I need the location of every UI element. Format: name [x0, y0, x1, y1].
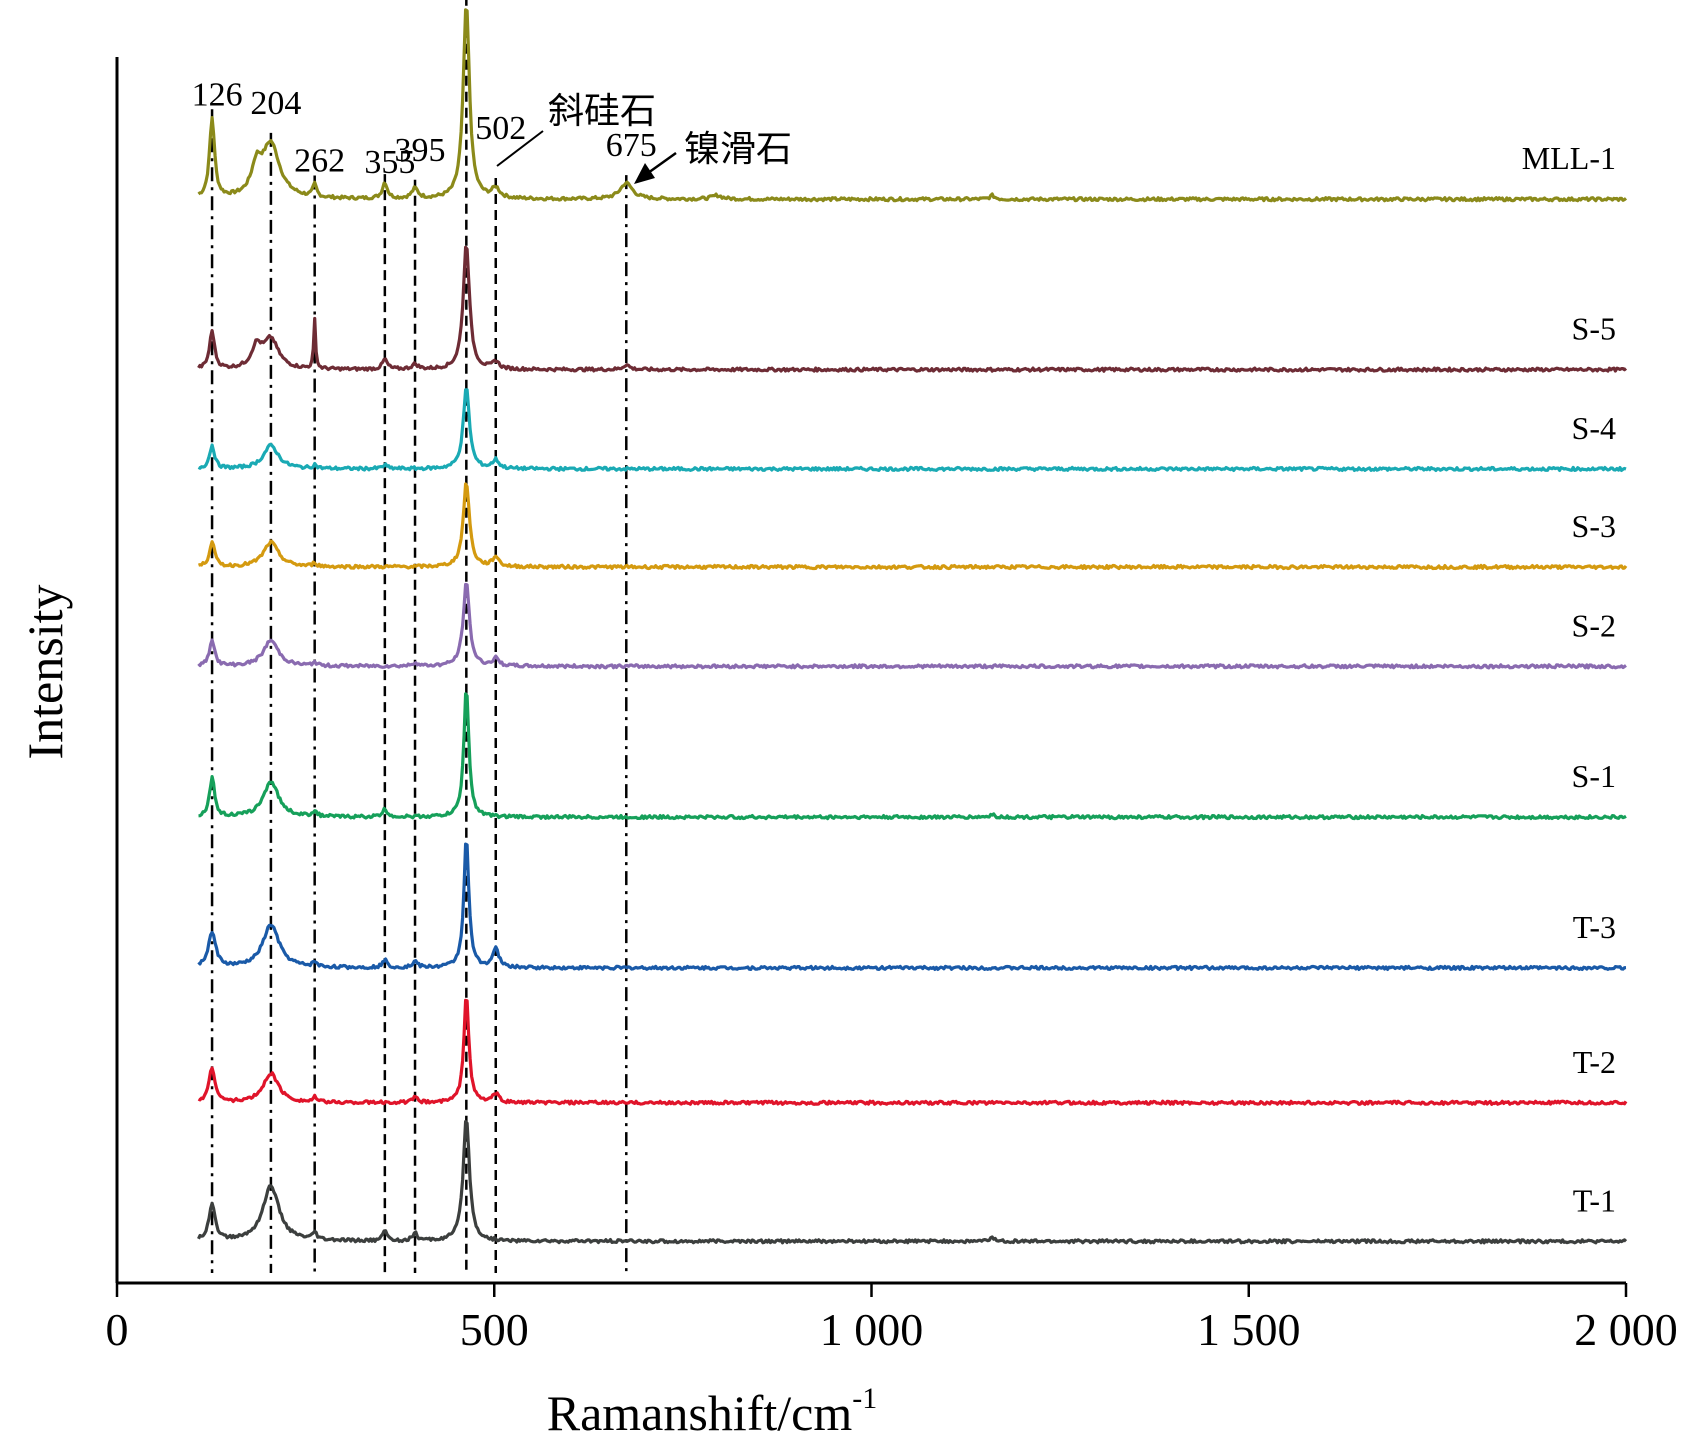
series-label-t-2: T-2 — [1573, 1044, 1616, 1080]
peak-label-675: 675 — [606, 127, 657, 164]
series-label-s-4: S-4 — [1572, 410, 1616, 446]
x-tick-label-1500: 1 500 — [1197, 1304, 1301, 1355]
peak-label-502: 502 — [475, 110, 526, 147]
series-label-t-1: T-1 — [1573, 1182, 1616, 1218]
peak-label-355: 355 — [364, 144, 415, 181]
x-axis-title: Ramanshift/cm-1 — [547, 1382, 878, 1441]
series-line-s-5 — [197, 245, 1628, 373]
series-label-s-1: S-1 — [1572, 758, 1616, 794]
series-line-t-3 — [197, 842, 1627, 971]
series-label-s-2: S-2 — [1572, 607, 1616, 643]
peak-labels: 126204262355395463502675 — [192, 76, 657, 181]
series-label-s-3: S-3 — [1572, 508, 1616, 544]
series-line-s-1 — [198, 692, 1627, 821]
series-line-s-3 — [197, 482, 1628, 571]
x-tick-label-0: 0 — [106, 1304, 129, 1355]
y-axis-title: Intensity — [17, 585, 73, 760]
series-label-s-5: S-5 — [1572, 311, 1616, 347]
x-axis-ticks: 0 500 1 000 1 500 2 000 — [106, 1283, 1678, 1355]
series-label-t-3: T-3 — [1573, 909, 1616, 945]
series-line-s-2 — [197, 582, 1627, 670]
annotation-arrow-head-1 — [634, 163, 655, 184]
series-lines — [197, 8, 1628, 1245]
annotation-pointer-0 — [496, 130, 544, 167]
peak-label-126: 126 — [192, 76, 243, 113]
annotation-arrow-shaft-1 — [647, 151, 677, 175]
series-line-t-2 — [197, 998, 1628, 1106]
annotation-label-0: 斜硅石 — [548, 91, 656, 131]
series-line-t-1 — [197, 1120, 1628, 1245]
annotation-label-1: 镍滑石 — [684, 129, 792, 169]
x-axis-title-superscript: -1 — [852, 1382, 877, 1415]
series-labels: MLL-1 S-5 S-4 S-3 S-2 S-1 T-3 T-2 T-1 — [1522, 140, 1616, 1218]
series-line-s-4 — [197, 388, 1627, 472]
peak-label-262: 262 — [294, 142, 345, 179]
x-tick-label-2000: 2 000 — [1574, 1304, 1678, 1355]
series-label-mll-1: MLL-1 — [1522, 140, 1616, 176]
x-tick-label-1000: 1 000 — [820, 1304, 924, 1355]
x-tick-label-500: 500 — [460, 1304, 529, 1355]
series-line-mll-1 — [197, 8, 1628, 203]
peak-label-395: 395 — [395, 132, 446, 169]
peak-label-204: 204 — [250, 85, 301, 122]
